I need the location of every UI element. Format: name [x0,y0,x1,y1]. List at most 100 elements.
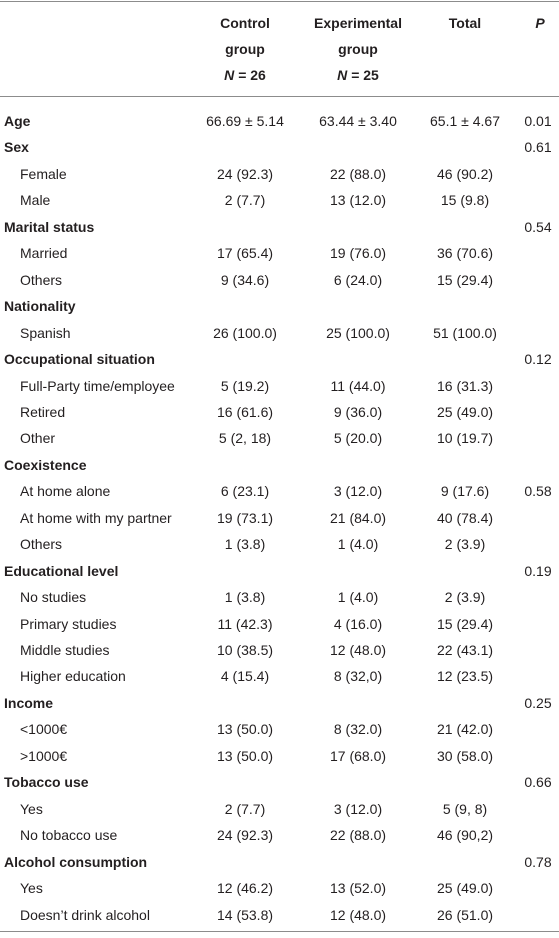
row-label: >1000€ [20,747,68,764]
cell: 22 (88.0) [329,165,387,182]
row-label: Doesn’t drink alcohol [20,906,150,923]
cell: 12 (23.5) [436,668,494,685]
cell: 11 (44.0) [330,377,386,394]
column-header: P [535,15,545,31]
cell: 65.1 ± 4.67 [430,113,500,129]
cell: 2 (3.9) [444,536,486,553]
cell: 5 (19.2) [220,377,270,394]
cell: 25 (49.0) [436,880,494,897]
n-value: = 26 [238,67,266,83]
row-label: At home with my partner [20,509,172,526]
row-label: No tobacco use [20,827,118,844]
cell: 0.61 [524,139,552,156]
cell: 3 (12.0) [333,800,383,817]
cell: 1 (3.8) [224,589,266,606]
n-symbol: N [224,67,235,83]
cell: 0.19 [524,562,552,579]
cell: 12 (48.0) [329,642,387,658]
section-title: Nationality [4,298,76,315]
cell: 8 (32.0) [333,721,383,738]
cell: 13 (50.0) [216,721,274,738]
cell: 19 (73.1) [216,509,274,526]
row-label: Male [20,192,51,209]
cell: 4 (15.4) [220,668,270,685]
section-title: Occupational situation [4,351,155,368]
cell: 36 (70.6) [436,245,494,262]
column-header: group [338,41,378,57]
section-title: Alcohol consumption [4,853,148,870]
cell: 9 (36.0) [333,403,383,420]
header-rule [0,96,559,97]
row-label: Primary studies [20,615,117,632]
cell: 46 (90.2) [436,165,494,182]
cell: 9 (34.6) [220,271,270,288]
cell: 66.69 ± 5.14 [206,113,284,129]
bottom-rule [0,931,559,932]
cell: 12 (48.0) [329,906,387,923]
section-title: Age [4,113,31,129]
row-label: Middle studies [20,642,110,658]
cell: 5 (2, 18) [218,430,272,447]
row-label: Spanish [20,324,71,341]
cell: 13 (50.0) [216,747,274,764]
cell: 40 (78.4) [436,509,494,526]
cell: 0.58 [524,483,552,500]
row-label: Married [20,245,68,262]
column-header: Total [448,15,482,31]
row-label: Full-Party time/employee [20,377,175,394]
section-title: Marital status [4,218,95,235]
row-label: At home alone [20,483,111,500]
cell: 15 (29.4) [436,615,494,632]
cell: 21 (42.0) [436,721,494,738]
cell: 22 (43.1) [436,642,494,658]
cell: 19 (76.0) [329,245,387,262]
cell: 13 (12.0) [329,192,387,209]
cell: 16 (31.3) [436,377,494,394]
cell: 10 (38.5) [216,642,274,658]
cell: 6 (23.1) [220,483,270,500]
cell: 0.54 [524,218,552,235]
cell: 15 (29.4) [436,271,494,288]
cell: 17 (65.4) [216,245,274,262]
row-label: Yes [20,880,43,897]
section-title: Income [4,694,54,711]
cell: 3 (12.0) [333,483,383,500]
cell: 17 (68.0) [329,747,387,764]
row-label: Other [20,430,56,447]
cell: 2 (7.7) [224,192,266,209]
group-size: N = 25 [337,66,379,84]
cell: 5 (9, 8) [442,800,488,817]
row-label: Higher education [20,668,126,685]
cell: 0.25 [524,694,552,711]
cell: 2 (7.7) [224,800,266,817]
cell: 16 (61.6) [216,403,274,420]
cell: 63.44 ± 3.40 [319,113,397,129]
cell: 15 (9.8) [440,192,490,209]
cell: 8 (32,0) [333,668,383,685]
cell: 0.01 [524,113,552,129]
cell: 51 (100.0) [433,324,497,341]
cell: 1 (4.0) [337,536,379,553]
row-label: Retired [20,403,66,420]
section-title: Sex [4,139,29,156]
cell: 10 (19.7) [436,430,494,447]
cell: 26 (100.0) [213,324,277,341]
cell: 14 (53.8) [216,906,274,923]
cell: 2 (3.9) [444,589,486,606]
cell: 1 (4.0) [337,589,379,606]
row-label: Others [20,271,63,288]
section-title: Tobacco use [4,774,89,791]
cell: 0.12 [524,351,552,368]
cell: 0.66 [524,774,552,791]
cell: 1 (3.8) [224,536,266,553]
cell: 0.78 [524,853,552,870]
cell: 12 (46.2) [216,880,274,897]
row-label: Yes [20,800,43,817]
cell: 46 (90,2) [436,827,494,844]
cell: 24 (92.3) [216,827,274,844]
cell: 11 (42.3) [217,615,273,632]
section-title: Educational level [4,562,119,579]
cell: 25 (100.0) [326,324,390,341]
section-title: Coexistence [4,456,87,473]
column-header: Experimental [314,15,402,31]
